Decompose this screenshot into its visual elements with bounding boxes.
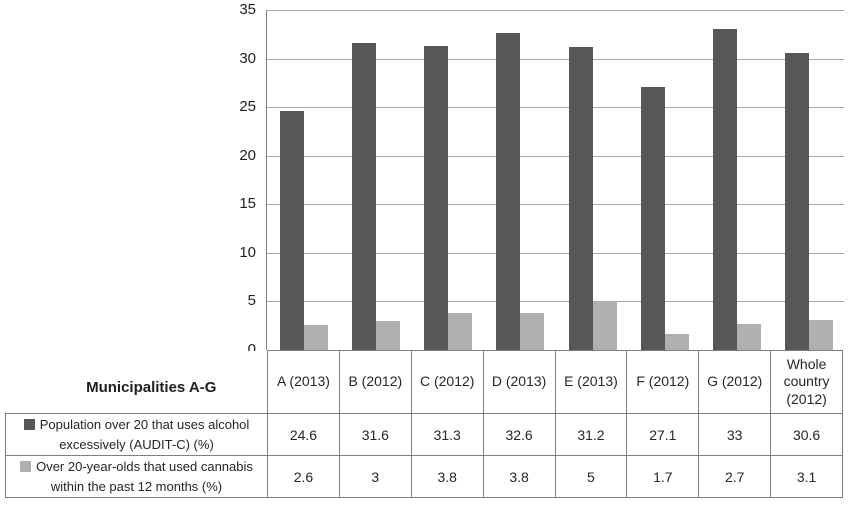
y-tick-label-10: 10 <box>239 243 256 261</box>
y-tick-label-15: 15 <box>239 195 256 213</box>
data-table: Municipalities A-G A (2013) B (2012) C (20… <box>5 350 843 498</box>
value-cell-cannabis-4: 5 <box>554 455 628 498</box>
table-corner-cell: Municipalities A-G <box>5 350 268 414</box>
y-axis: 0 5 10 15 20 25 30 35 <box>200 0 256 360</box>
y-tick-label-0: 0 <box>247 341 256 358</box>
bar-alcohol-0 <box>280 111 304 350</box>
value-cell-alcohol-6: 33 <box>698 413 772 456</box>
table-series-row-0: Population over 20 that uses alcohol exc… <box>5 413 843 456</box>
value-cell-cannabis-1: 3 <box>338 455 412 498</box>
bar-alcohol-6 <box>712 29 737 350</box>
value-cell-cannabis-0: 2.6 <box>267 455 340 498</box>
row-header-label: Municipalities A-G <box>86 378 217 396</box>
y-tick-label-35: 35 <box>239 1 256 18</box>
y-tick-label-5: 5 <box>247 292 256 310</box>
column-header-5: F (2012) <box>626 350 700 414</box>
gridline-5 <box>267 301 844 303</box>
value-cell-alcohol-3: 32.6 <box>482 413 556 456</box>
table-series-row-1: Over 20-year-olds that used cannabis wit… <box>5 455 843 498</box>
value-cell-cannabis-5: 1.7 <box>626 455 700 498</box>
bar-cannabis-7 <box>808 319 833 350</box>
gridline-30 <box>267 58 844 60</box>
gridline-35 <box>267 10 844 11</box>
value-cell-cannabis-7: 3.1 <box>770 455 843 498</box>
gridline-25 <box>267 107 844 109</box>
column-header-6: G (2012) <box>698 350 772 414</box>
gridline-15 <box>267 204 844 206</box>
value-cell-cannabis-6: 2.7 <box>698 455 772 498</box>
bar-cannabis-4 <box>592 301 617 350</box>
value-cell-alcohol-4: 31.2 <box>554 413 628 456</box>
y-tick-label-20: 20 <box>239 146 256 164</box>
column-header-1: B (2012) <box>338 350 412 414</box>
value-cell-alcohol-2: 31.3 <box>410 413 484 456</box>
bar-alcohol-1 <box>352 43 377 350</box>
y-tick-label-25: 25 <box>239 98 256 116</box>
value-cell-cannabis-2: 3.8 <box>410 455 484 498</box>
bar-cannabis-1 <box>376 320 401 350</box>
bar-cannabis-3 <box>520 313 545 350</box>
bar-cannabis-0 <box>304 324 328 350</box>
value-cell-cannabis-3: 3.8 <box>482 455 556 498</box>
value-cell-alcohol-7: 30.6 <box>770 413 843 456</box>
legend-label-alcohol: Population over 20 that uses alcohol exc… <box>39 417 250 452</box>
column-header-7: Whole country (2012) <box>770 350 843 414</box>
legend-cell-alcohol: Population over 20 that uses alcohol exc… <box>5 413 268 456</box>
bar-alcohol-4 <box>568 46 593 350</box>
bar-cannabis-5 <box>664 333 689 350</box>
bar-alcohol-3 <box>496 33 521 350</box>
bar-alcohol-2 <box>424 45 449 350</box>
table-header-row: Municipalities A-G A (2013) B (2012) C (20… <box>5 350 843 414</box>
column-header-0: A (2013) <box>267 350 340 414</box>
plot-area <box>266 10 844 350</box>
legend-cell-cannabis: Over 20-year-olds that used cannabis wit… <box>5 455 268 498</box>
column-header-4: E (2013) <box>554 350 628 414</box>
value-cell-alcohol-0: 24.6 <box>267 413 340 456</box>
bar-alcohol-7 <box>784 52 809 350</box>
legend-marker-alcohol-icon <box>23 419 35 430</box>
bar-cannabis-2 <box>448 313 473 350</box>
bar-cannabis-6 <box>736 323 761 350</box>
value-cell-alcohol-1: 31.6 <box>338 413 412 456</box>
y-tick-label-30: 30 <box>239 49 256 67</box>
legend-label-cannabis: Over 20-year-olds that used cannabis wit… <box>36 459 253 494</box>
legend-marker-cannabis-icon <box>20 461 32 472</box>
value-cell-alcohol-5: 27.1 <box>626 413 700 456</box>
column-header-3: D (2013) <box>482 350 556 414</box>
bar-alcohol-5 <box>640 86 665 350</box>
gridline-20 <box>267 155 844 157</box>
column-header-2: C (2012) <box>410 350 484 414</box>
gridline-10 <box>267 252 844 254</box>
